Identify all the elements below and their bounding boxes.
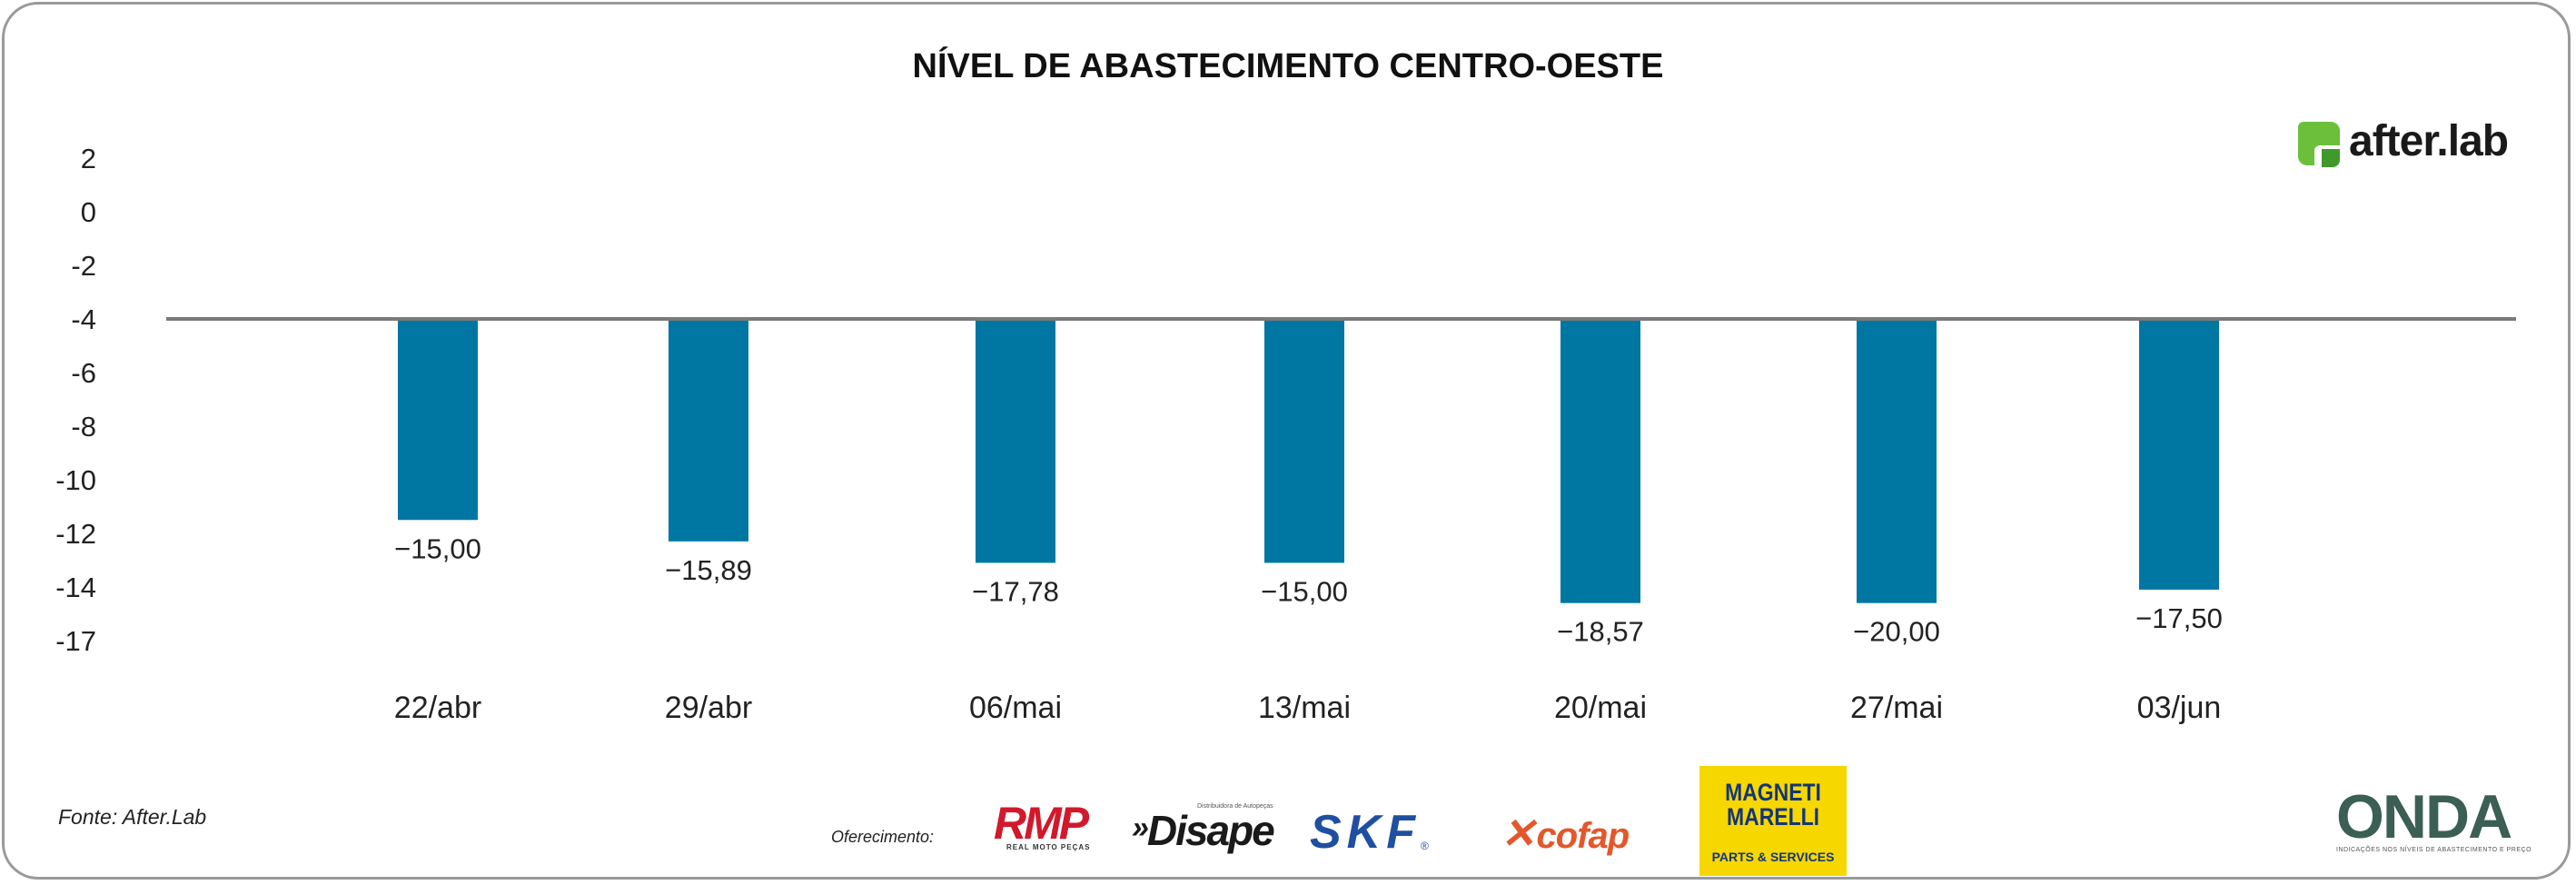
y-axis: 2 0 -2 -4 -6 -8 -10 -12 -14 -17 [55, 143, 96, 657]
bar [669, 319, 748, 542]
y-tick-label: -12 [55, 518, 96, 550]
magneti-logo-text-2: MARELLI [1727, 803, 1819, 830]
x-tick-label: 22/abr [394, 691, 481, 725]
afterlab-logo-text: after.lab [2349, 117, 2509, 165]
data-label: −17,50 [2135, 602, 2223, 634]
rmp-logo-text: RMP [994, 798, 1089, 849]
magneti-marelli-logo: MAGNETI MARELLI PARTS & SERVICES [1699, 766, 1847, 876]
skf-registered-mark: ® [1421, 840, 1429, 852]
data-label: −15,00 [394, 532, 481, 564]
x-tick-label: 13/mai [1258, 691, 1351, 725]
bar-series [398, 319, 2219, 603]
y-tick-label: 0 [81, 196, 96, 228]
source-note: Fonte: After.Lab [58, 805, 207, 829]
skf-logo: SKF® [1310, 805, 1429, 860]
cofap-logo: ✕cofap [1501, 809, 1630, 858]
y-tick-label: 2 [81, 143, 96, 174]
magneti-logo-subtext: PARTS & SERVICES [1711, 850, 1835, 864]
x-tick-label: 29/abr [665, 691, 752, 725]
y-tick-label: -10 [55, 464, 96, 496]
y-tick-label: -8 [71, 411, 96, 442]
data-label: −15,00 [1261, 575, 1348, 607]
sponsors-label: Oferecimento: [831, 828, 935, 846]
data-label: −20,00 [1853, 616, 1940, 648]
y-tick-label: -6 [71, 357, 96, 389]
disape-chevron-icon: » [1132, 810, 1149, 845]
bar [976, 319, 1055, 563]
cofap-x-icon: ✕ [1501, 810, 1536, 857]
y-tick-label: -4 [71, 303, 96, 335]
disape-logo-text: Disape [1146, 807, 1275, 854]
y-tick-label: -14 [55, 572, 96, 603]
x-axis: 22/abr 29/abr 06/mai 13/mai 20/mai 27/mai 03/j… [394, 691, 2222, 725]
data-label: −15,89 [665, 554, 752, 586]
y-tick-label: -17 [55, 625, 96, 657]
magneti-logo-text-1: MAGNETI [1725, 779, 1821, 806]
onda-logo-text: ONDA [2336, 782, 2512, 851]
afterlab-logo-mark-icon [2298, 122, 2340, 167]
x-tick-label: 27/mai [1850, 691, 1943, 725]
bar [1264, 319, 1344, 563]
x-tick-label: 20/mai [1554, 691, 1647, 725]
rmp-logo: RMP REAL MOTO PEÇAS [994, 798, 1112, 851]
x-tick-label: 06/mai [969, 691, 1062, 725]
disape-logo: Distribuidora de Autopeças »Disape [1132, 803, 1291, 851]
chart-title: NÍVEL DE ABASTECIMENTO CENTRO-OESTE [912, 47, 1664, 85]
bar [1857, 319, 1937, 603]
y-tick-label: -2 [71, 250, 96, 282]
bar [2139, 319, 2219, 590]
onda-logo-subtext: INDICAÇÕES NOS NÍVEIS DE ABASTECIMENTO E… [2336, 847, 2532, 853]
cofap-logo-text: cofap [1536, 816, 1630, 856]
disape-logo-tagline: Distribuidora de Autopeças [1197, 803, 1273, 810]
data-label: −17,78 [972, 575, 1059, 607]
x-tick-label: 03/jun [2137, 691, 2222, 725]
bar [1560, 319, 1640, 603]
onda-logo: ONDA INDICAÇÕES NOS NÍVEIS DE ABASTECIME… [2336, 782, 2532, 853]
skf-logo-text: SKF [1310, 806, 1421, 859]
data-labels: −15,00 −15,89 −17,78 −15,00 −18,57 −20,00 −17,… [394, 532, 2223, 647]
rmp-logo-subtext: REAL MOTO PEÇAS [1006, 843, 1091, 851]
data-label: −18,57 [1557, 616, 1644, 648]
bar [398, 319, 478, 521]
